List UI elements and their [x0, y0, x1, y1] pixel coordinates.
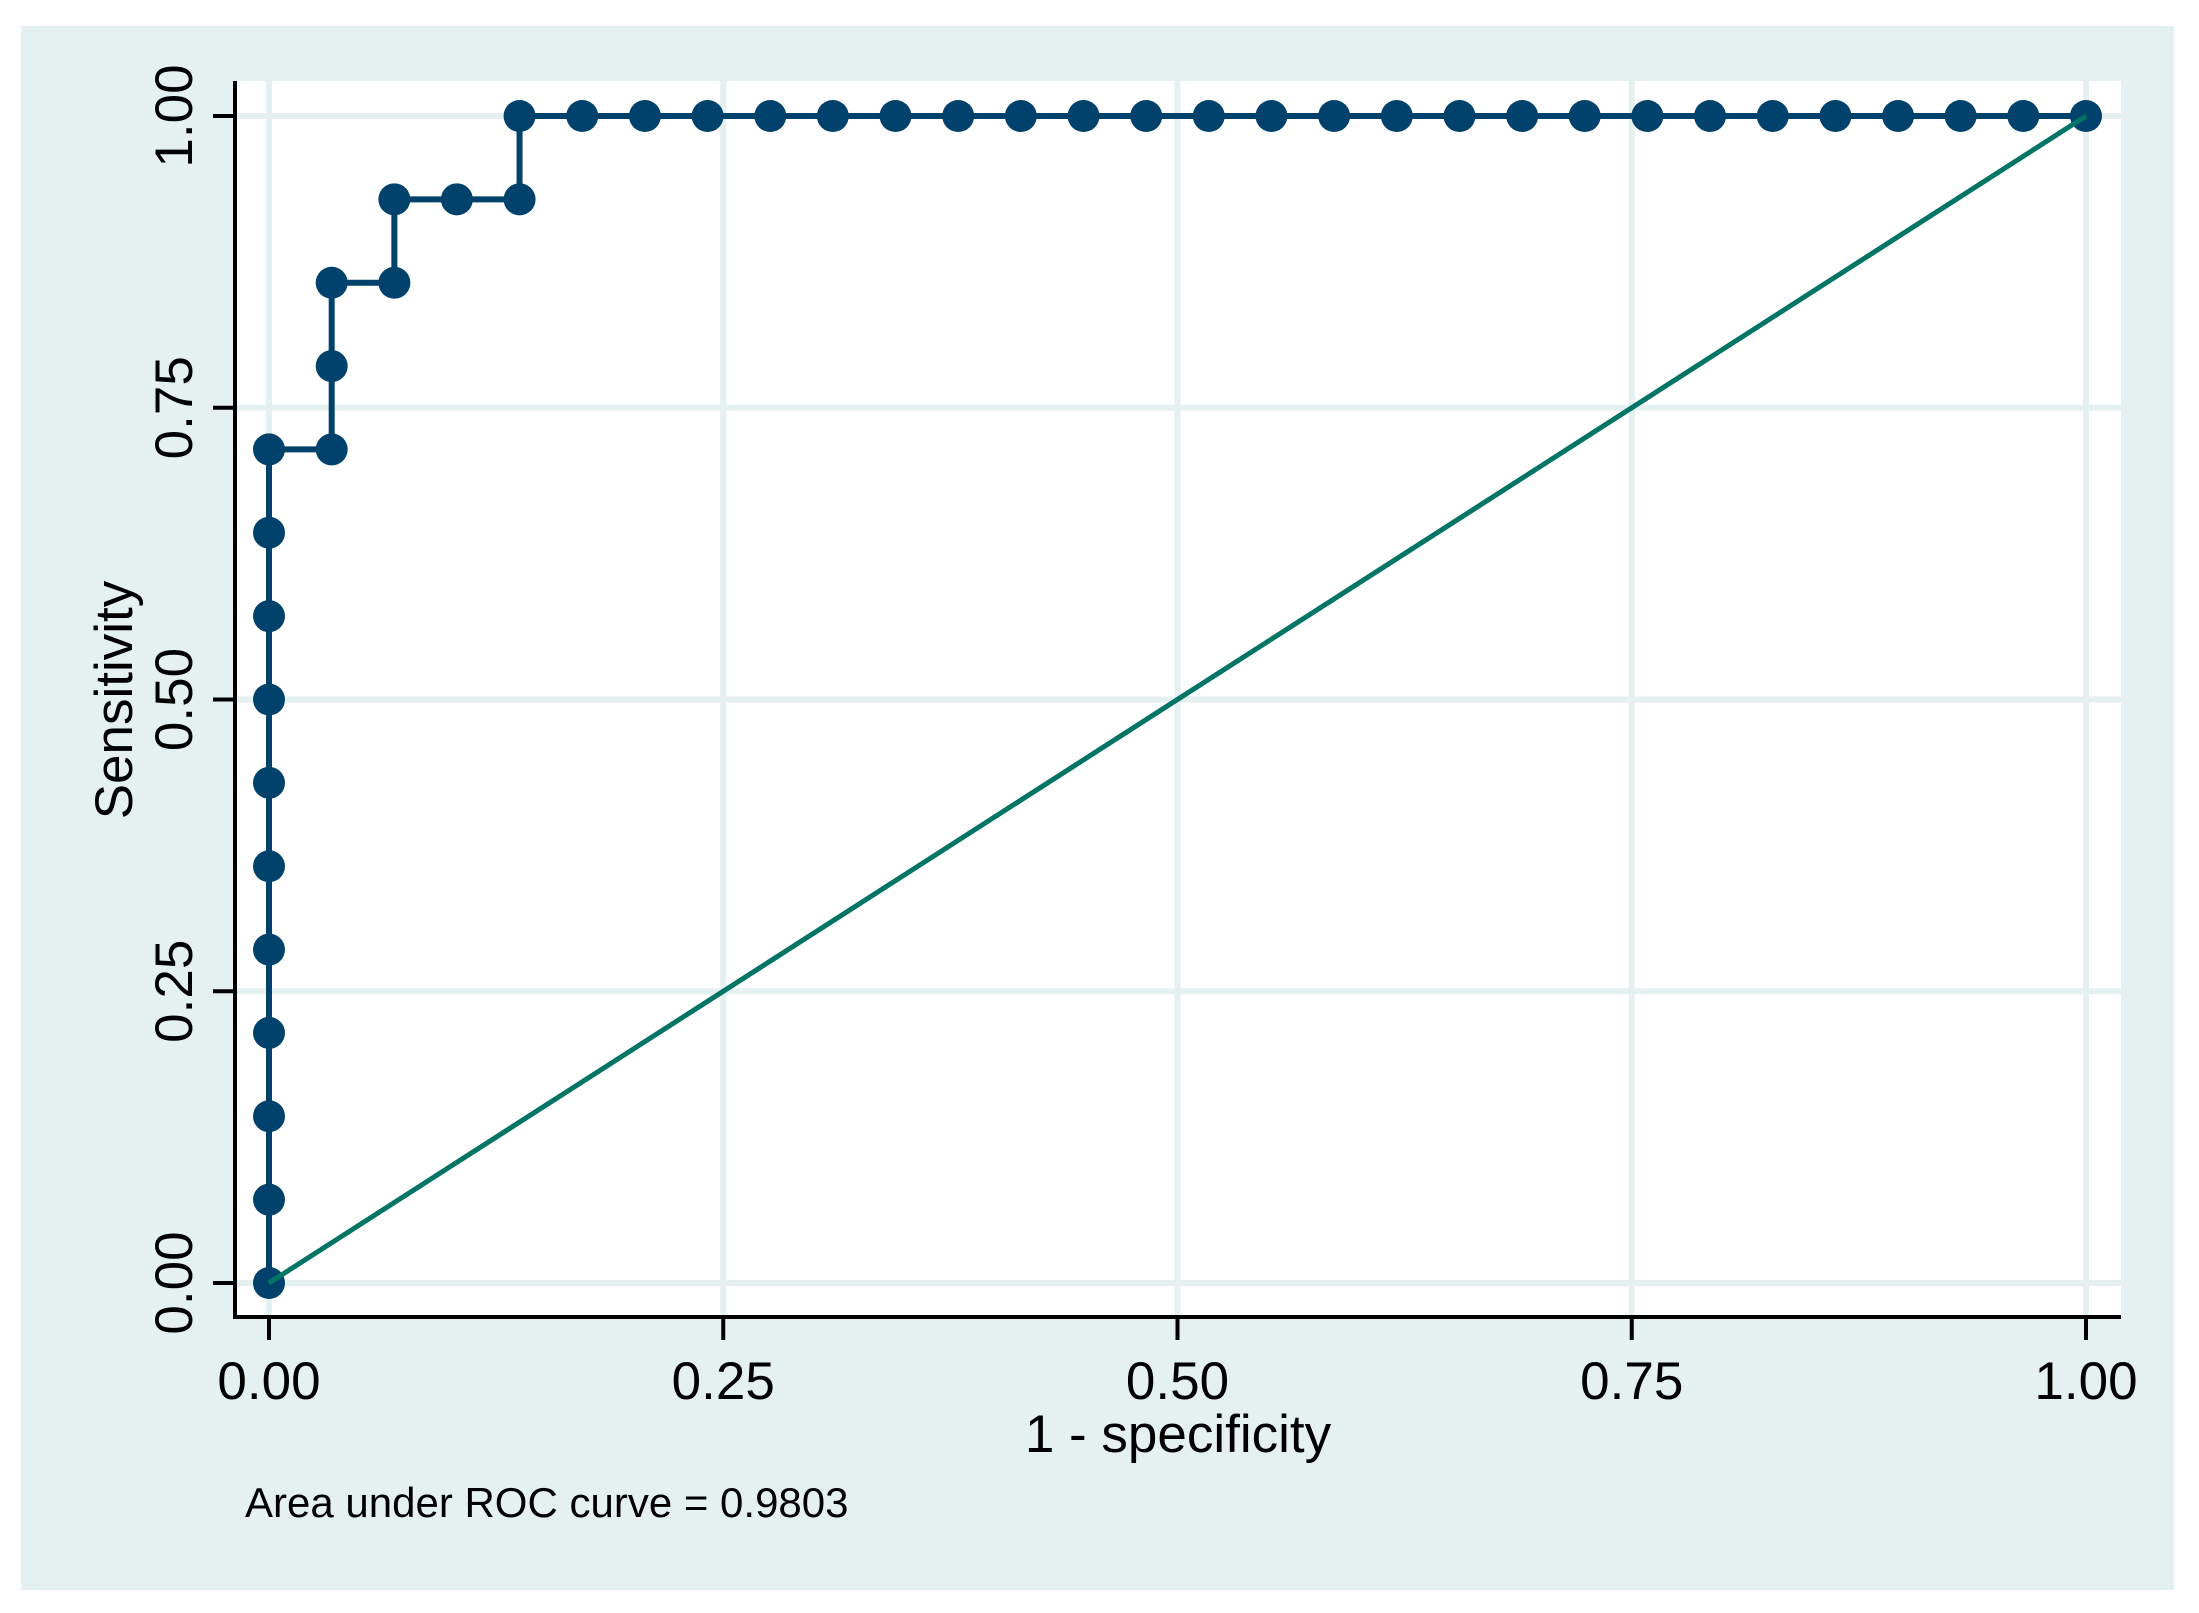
- roc-point-marker: [2007, 100, 2040, 132]
- y-axis-title: Sensitivity: [85, 580, 144, 819]
- roc-point-marker: [691, 100, 724, 132]
- y-tick-label: 0.50: [145, 648, 204, 751]
- roc-point-marker: [253, 1100, 285, 1133]
- roc-point-marker: [1380, 100, 1413, 132]
- roc-point-marker: [566, 100, 599, 132]
- y-tick-label: 0.25: [145, 940, 204, 1043]
- roc-point-marker: [1318, 100, 1351, 132]
- roc-curve-series: [253, 100, 2102, 1299]
- roc-point-marker: [942, 100, 975, 132]
- roc-point-marker: [315, 433, 348, 466]
- roc-point-marker: [1004, 100, 1037, 132]
- roc-point-marker: [503, 100, 536, 132]
- x-tick-label: 1.00: [2034, 1352, 2137, 1411]
- roc-point-marker: [253, 933, 285, 966]
- roc-point-marker: [1756, 100, 1789, 132]
- x-tick-label: 0.50: [1126, 1352, 1229, 1411]
- roc-point-marker: [1631, 100, 1664, 132]
- roc-point-marker: [1694, 100, 1727, 132]
- x-axis-title: 1 - specificity: [1025, 1405, 1332, 1464]
- roc-point-marker: [1819, 100, 1852, 132]
- roc-point-marker: [315, 266, 348, 299]
- roc-point-marker: [253, 766, 285, 799]
- roc-point-marker: [1192, 100, 1225, 132]
- roc-point-marker: [378, 183, 411, 216]
- roc-point-marker: [1882, 100, 1915, 132]
- x-tick-label: 0.00: [217, 1352, 320, 1411]
- roc-point-marker: [253, 850, 285, 883]
- roc-point-marker: [253, 1016, 285, 1049]
- roc-point-marker: [816, 100, 849, 132]
- roc-point-marker: [1944, 100, 1977, 132]
- reference-line-series: [267, 113, 2088, 1286]
- x-axis-ticks: 0.00 0.25 0.50 0.75 1.00: [217, 1317, 2138, 1411]
- roc-point-marker: [1443, 100, 1476, 132]
- x-tick-label: 0.75: [1580, 1352, 1683, 1411]
- roc-point-marker: [1506, 100, 1539, 132]
- roc-point-marker: [378, 266, 411, 299]
- roc-point-marker: [503, 183, 536, 216]
- roc-point-marker: [253, 516, 285, 549]
- x-tick-label: 0.25: [672, 1352, 775, 1411]
- roc-point-marker: [754, 100, 787, 132]
- roc-point-marker: [253, 433, 285, 466]
- y-tick-label: 0.75: [145, 356, 204, 459]
- roc-point-marker: [1067, 100, 1100, 132]
- roc-point-marker: [1130, 100, 1163, 132]
- auc-note: Area under ROC curve = 0.9803: [245, 1479, 849, 1526]
- roc-point-marker: [879, 100, 912, 132]
- roc-point-marker: [440, 183, 473, 216]
- reference-diagonal-line: [267, 113, 2088, 1286]
- roc-point-marker: [628, 100, 661, 132]
- y-tick-label: 1.00: [145, 64, 204, 167]
- roc-point-marker: [253, 600, 285, 633]
- roc-point-marker: [253, 1183, 285, 1216]
- y-tick-label: 0.00: [145, 1231, 204, 1334]
- roc-point-marker: [1568, 100, 1601, 132]
- roc-point-marker: [253, 683, 285, 716]
- roc-point-marker: [1255, 100, 1288, 132]
- roc-point-marker: [315, 350, 348, 383]
- y-axis-ticks: 0.00 0.25 0.50 0.75 1.00: [145, 64, 235, 1335]
